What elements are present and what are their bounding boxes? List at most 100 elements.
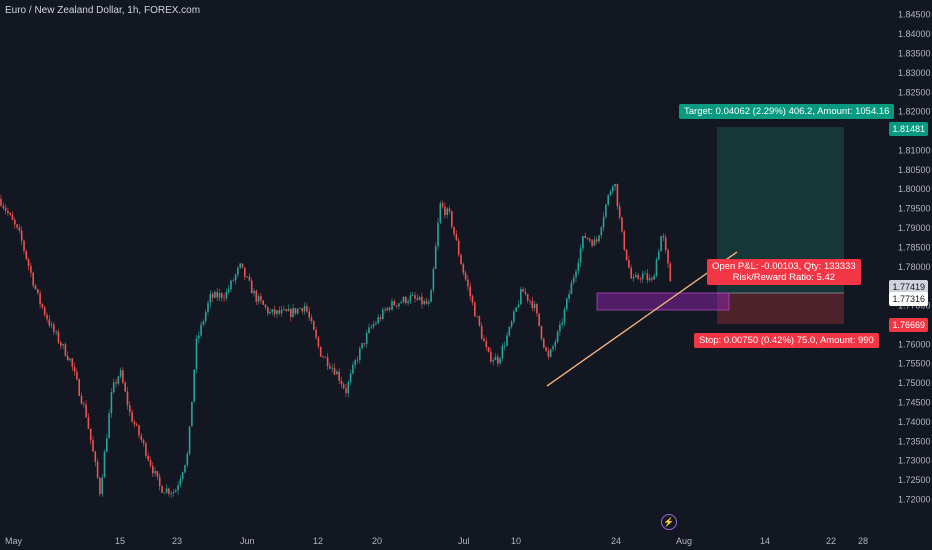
- candle-body: [195, 338, 198, 370]
- candle-body: [126, 391, 129, 406]
- candle-body: [669, 263, 672, 282]
- candle-body: [474, 302, 476, 317]
- candle-body: [393, 301, 396, 306]
- candle-body: [391, 301, 393, 310]
- time-axis[interactable]: May 15 23 Jun 12 20 Jul 10 24 Aug 14 22 28: [5, 536, 868, 546]
- candle-body: [439, 203, 442, 223]
- price-axis[interactable]: 1.84500 1.84000 1.83500 1.83000 1.82500 1.820…: [898, 10, 931, 505]
- open-pnl-text: Open P&L: -0.00103, Qty: 133333: [712, 261, 856, 272]
- candle-body: [607, 195, 609, 205]
- lightning-icon[interactable]: ⚡: [661, 514, 677, 530]
- candle-body: [37, 289, 39, 294]
- candle-body: [273, 309, 276, 315]
- candle-body: [372, 324, 375, 327]
- candle-body: [575, 271, 577, 278]
- candle-body: [494, 356, 497, 361]
- candle-body: [232, 280, 235, 282]
- candle-body: [536, 304, 538, 314]
- target-label[interactable]: Target: 0.04062 (2.29%) 406.2, Amount: 1…: [679, 104, 895, 119]
- candle-body: [370, 326, 373, 328]
- candle-body: [214, 291, 216, 298]
- candle-body: [526, 294, 529, 301]
- candle-body: [418, 296, 421, 300]
- candle-body: [379, 317, 382, 319]
- candle-body: [43, 307, 46, 315]
- support-zone[interactable]: [596, 292, 730, 311]
- candle-body: [99, 477, 101, 494]
- candle-body: [451, 211, 453, 227]
- candle-body: [582, 235, 584, 249]
- candle-body: [407, 301, 409, 304]
- candle-body: [39, 293, 41, 304]
- candle-body: [285, 309, 287, 312]
- target-price-badge: 1.81481: [889, 122, 928, 136]
- trend-line[interactable]: [546, 251, 738, 387]
- candle-body: [577, 262, 580, 272]
- candle-body: [46, 314, 48, 320]
- price-tick-label: 1.82000: [898, 107, 931, 117]
- candle-body: [299, 308, 301, 310]
- candle-body: [306, 306, 308, 312]
- stop-label[interactable]: Stop: 0.00750 (0.42%) 75.0, Amount: 990: [694, 333, 879, 348]
- candle-body: [538, 313, 540, 327]
- candle-body: [457, 240, 460, 255]
- candle-body: [540, 326, 543, 339]
- candle-body: [106, 438, 108, 452]
- candle-body: [27, 259, 30, 267]
- candle-body: [359, 348, 361, 360]
- candle-body: [131, 411, 133, 422]
- candle-body: [18, 227, 21, 231]
- candle-body: [363, 343, 366, 345]
- candle-body: [225, 291, 228, 299]
- candle-body: [547, 350, 550, 357]
- candle-body: [87, 417, 90, 429]
- candle-body: [248, 276, 251, 281]
- candle-body: [595, 239, 598, 242]
- candle-body: [395, 305, 398, 307]
- candle-body: [267, 307, 269, 314]
- candle-body: [60, 342, 62, 346]
- candle-body: [260, 296, 262, 301]
- candle-body: [345, 388, 347, 394]
- candle-body: [186, 453, 189, 466]
- candle-body: [646, 273, 649, 281]
- candle-body: [218, 293, 221, 298]
- candle-body: [313, 321, 315, 330]
- price-tick-label: 1.73000: [898, 456, 931, 466]
- candle-body: [110, 392, 113, 414]
- candle-body: [101, 477, 103, 494]
- price-tick-label: 1.81000: [898, 145, 931, 155]
- candle-body: [62, 344, 64, 346]
- candle-body: [579, 248, 582, 263]
- candle-body: [278, 310, 281, 314]
- candle-body: [382, 309, 384, 319]
- candle-body: [662, 236, 665, 238]
- candle-body: [464, 272, 467, 280]
- candle-body: [30, 266, 32, 273]
- price-tick-label: 1.83500: [898, 48, 931, 58]
- candle-body: [117, 376, 120, 384]
- candle-body: [377, 317, 379, 324]
- candle-body: [598, 235, 600, 242]
- candle-body: [356, 359, 359, 361]
- stop-zone[interactable]: [717, 293, 844, 324]
- candle-body: [324, 357, 327, 358]
- candle-body: [446, 208, 448, 216]
- candle-body: [455, 234, 458, 241]
- price-tick-label: 1.82500: [898, 87, 931, 97]
- candle-body: [198, 335, 200, 339]
- candle-body: [221, 293, 223, 298]
- candle-body: [296, 308, 299, 314]
- candle-body: [593, 239, 596, 246]
- candle-body: [85, 404, 87, 418]
- time-tick-label: 28: [858, 536, 868, 546]
- candle-body: [53, 324, 55, 332]
- candle-body: [411, 295, 414, 297]
- candle-body: [112, 382, 115, 393]
- price-tick-label: 1.79000: [898, 223, 931, 233]
- open-pnl-label[interactable]: Open P&L: -0.00103, Qty: 133333 Risk/Rew…: [707, 259, 861, 285]
- candle-body: [11, 214, 14, 220]
- candle-body: [467, 279, 469, 287]
- candle-body: [227, 289, 230, 292]
- candle-body: [423, 301, 425, 305]
